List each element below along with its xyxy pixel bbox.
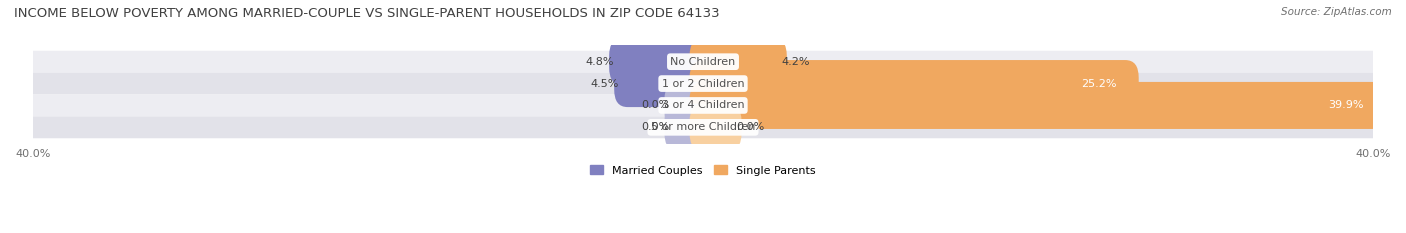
- Text: 39.9%: 39.9%: [1327, 100, 1364, 110]
- Text: 3 or 4 Children: 3 or 4 Children: [662, 100, 744, 110]
- Text: 0.0%: 0.0%: [641, 100, 669, 110]
- FancyBboxPatch shape: [689, 60, 1139, 107]
- FancyBboxPatch shape: [689, 82, 1385, 129]
- FancyBboxPatch shape: [689, 38, 787, 85]
- Text: 1 or 2 Children: 1 or 2 Children: [662, 79, 744, 89]
- Text: No Children: No Children: [671, 57, 735, 67]
- Text: 4.8%: 4.8%: [586, 57, 614, 67]
- Text: Source: ZipAtlas.com: Source: ZipAtlas.com: [1281, 7, 1392, 17]
- FancyBboxPatch shape: [665, 104, 717, 151]
- Text: 0.0%: 0.0%: [641, 122, 669, 132]
- Text: 25.2%: 25.2%: [1081, 79, 1116, 89]
- FancyBboxPatch shape: [32, 51, 1374, 73]
- Text: 0.0%: 0.0%: [737, 122, 765, 132]
- Text: INCOME BELOW POVERTY AMONG MARRIED-COUPLE VS SINGLE-PARENT HOUSEHOLDS IN ZIP COD: INCOME BELOW POVERTY AMONG MARRIED-COUPL…: [14, 7, 720, 20]
- Legend: Married Couples, Single Parents: Married Couples, Single Parents: [591, 165, 815, 176]
- FancyBboxPatch shape: [665, 82, 717, 129]
- FancyBboxPatch shape: [32, 116, 1374, 138]
- FancyBboxPatch shape: [614, 60, 717, 107]
- Text: 4.5%: 4.5%: [591, 79, 619, 89]
- FancyBboxPatch shape: [32, 95, 1374, 116]
- Text: 5 or more Children: 5 or more Children: [651, 122, 755, 132]
- FancyBboxPatch shape: [32, 73, 1374, 95]
- FancyBboxPatch shape: [689, 104, 741, 151]
- Text: 4.2%: 4.2%: [782, 57, 810, 67]
- FancyBboxPatch shape: [609, 38, 717, 85]
